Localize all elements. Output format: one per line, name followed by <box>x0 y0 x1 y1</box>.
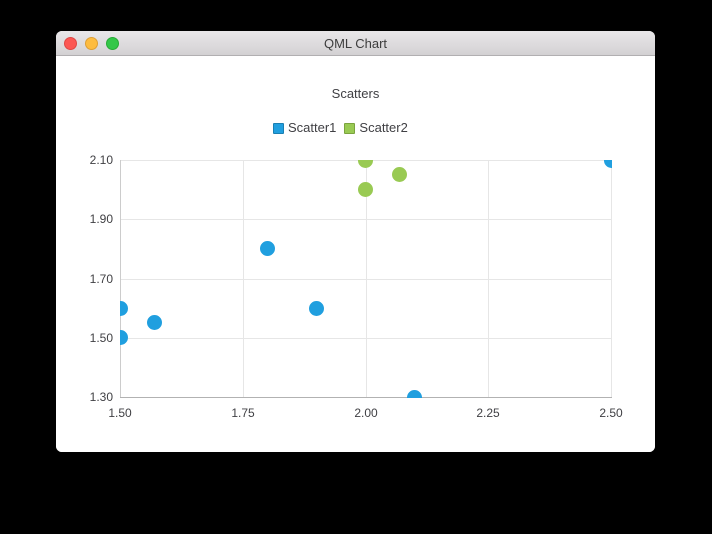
scatter-point-scatter1 <box>120 300 128 316</box>
legend-label: Scatter2 <box>359 120 408 135</box>
gridline-horizontal <box>120 338 612 339</box>
scatter-point-scatter1 <box>308 300 324 316</box>
x-tick-label: 1.75 <box>231 406 255 420</box>
legend-marker-scatter1 <box>273 122 284 134</box>
y-axis-line <box>120 160 121 398</box>
legend-item: Scatter2 <box>344 120 408 136</box>
x-tick-label: 2.25 <box>476 406 500 420</box>
y-tick-label: 1.30 <box>89 390 113 404</box>
gridline-horizontal <box>120 219 612 220</box>
y-tick-label: 1.90 <box>89 212 113 226</box>
x-tick-label: 2.00 <box>354 406 378 420</box>
scatter-point-scatter1 <box>603 160 612 168</box>
y-tick-label: 1.50 <box>89 331 113 345</box>
y-tick-label: 2.10 <box>89 153 113 167</box>
legend-item: Scatter1 <box>273 120 336 136</box>
chart-title: Scatters <box>331 86 380 101</box>
scatter-point-scatter1 <box>259 241 275 257</box>
scatter-point-scatter2 <box>358 160 373 168</box>
scatter-point-scatter1 <box>407 389 423 398</box>
close-button[interactable] <box>64 37 77 50</box>
x-tick-label: 1.50 <box>108 406 132 420</box>
minimize-button[interactable] <box>85 37 98 50</box>
window-title: QML Chart <box>323 36 388 51</box>
zoom-button[interactable] <box>106 37 119 50</box>
window-titlebar[interactable]: QML Chart <box>56 31 655 56</box>
scatter-point-scatter2 <box>358 182 373 198</box>
legend-marker-scatter2 <box>344 122 356 134</box>
chart-view: Scatters Scatter1 Scatter2 2.10 1.90 1.70 1.… <box>56 56 655 452</box>
x-tick-label: 2.50 <box>599 406 623 420</box>
chart-legend: Scatter1 Scatter2 <box>273 120 408 136</box>
scatter-point-scatter1 <box>146 315 162 331</box>
plot-area <box>120 160 612 398</box>
x-axis-line <box>120 397 612 398</box>
app-window: QML Chart Scatters Scatter1 Scatter2 2.10… <box>56 31 655 452</box>
scatter-point-scatter2 <box>392 167 408 183</box>
gridline-horizontal <box>120 279 612 280</box>
y-tick-label: 1.70 <box>89 272 113 286</box>
scatter-point-scatter1 <box>120 330 128 346</box>
traffic-lights <box>64 37 119 50</box>
legend-label: Scatter1 <box>288 120 337 135</box>
